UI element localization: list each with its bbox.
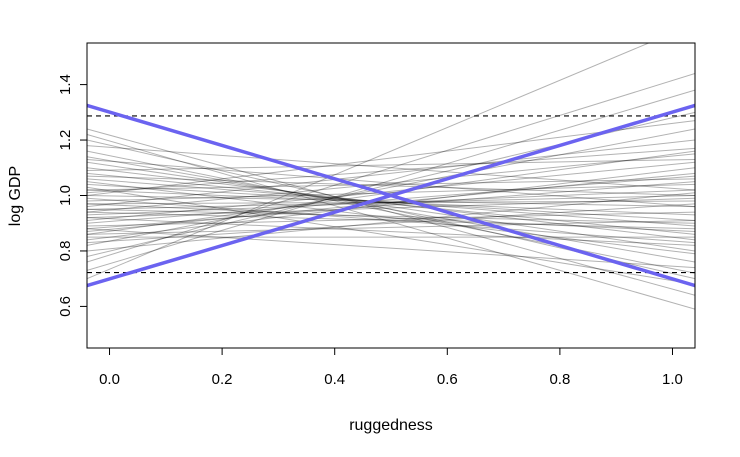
prior-line-20 — [87, 161, 695, 252]
y-tick-label: 1.2 — [57, 130, 74, 151]
y-tick-label: 0.8 — [57, 241, 74, 262]
prior-line-1 — [87, 73, 695, 263]
prior-line-18 — [87, 172, 695, 235]
prior-line-14 — [87, 197, 695, 219]
prior-line-38 — [87, 219, 695, 235]
prior-line-11 — [87, 200, 695, 205]
prior-line-29 — [87, 161, 695, 221]
x-tick-label: 0.4 — [324, 371, 345, 388]
reference-lines — [87, 115, 695, 274]
prior-line-49 — [87, 153, 695, 213]
prior-line-17 — [87, 178, 695, 227]
prior-line-13 — [87, 183, 695, 202]
prior-line-28 — [87, 172, 695, 233]
prior-line-19 — [87, 167, 695, 241]
prior-line-25 — [87, 134, 695, 310]
prior-line-42 — [87, 192, 695, 252]
highlight-lines — [87, 103, 695, 288]
prior-line-9 — [87, 189, 695, 216]
x-tick-label: 1.0 — [662, 371, 683, 388]
prior-line-37 — [87, 178, 695, 191]
prior-line-7 — [87, 175, 695, 224]
prior-line-34 — [87, 181, 695, 255]
y-tick-label: 0.6 — [57, 296, 74, 317]
prior-line-30 — [87, 139, 695, 208]
prior-line-4 — [87, 128, 695, 246]
y-axis-label: log GDP — [7, 166, 24, 226]
prior-line-0 — [87, 43, 651, 280]
y-tick-label: 1.0 — [57, 185, 74, 206]
prior-line-12 — [87, 195, 695, 208]
prior-line-22 — [87, 150, 695, 274]
prior-line-35 — [87, 145, 695, 191]
prior-line-2 — [87, 89, 695, 271]
y-tick-label: 1.4 — [57, 74, 74, 95]
prior-line-45 — [87, 217, 695, 246]
prior-line-43 — [87, 175, 695, 196]
prior-line-8 — [87, 181, 695, 230]
prior-line-6 — [87, 167, 695, 241]
prior-line-15 — [87, 189, 695, 216]
x-tick-label: 0.0 — [99, 371, 120, 388]
prior-line-31 — [87, 120, 695, 196]
prior-line-44 — [87, 203, 695, 233]
prior-line-16 — [87, 183, 695, 221]
prior-line-21 — [87, 156, 695, 263]
prior-line-24 — [87, 128, 695, 296]
prior-line-39 — [87, 208, 695, 224]
prior-lines — [87, 43, 695, 310]
y-axis: 0.6 0.8 1.0 1.2 1.4 — [57, 74, 88, 317]
x-tick-label: 0.6 — [437, 371, 458, 388]
prior-line-47 — [87, 228, 695, 269]
prior-line-27 — [87, 211, 695, 227]
prior-line-33 — [87, 197, 695, 244]
x-tick-label: 0.8 — [549, 371, 570, 388]
prior-line-40 — [87, 158, 695, 208]
prior-line-48 — [87, 186, 695, 285]
highlight-line-1 — [87, 103, 695, 288]
prior-line-5 — [87, 150, 695, 235]
prior-line-46 — [87, 147, 695, 194]
x-axis: 0.0 0.2 0.4 0.6 0.8 1.0 — [99, 347, 683, 388]
x-axis-label: ruggedness — [349, 417, 433, 434]
prior-line-10 — [87, 195, 695, 210]
prior-line-32 — [87, 211, 695, 230]
prior-line-36 — [87, 158, 695, 172]
x-tick-label: 0.2 — [212, 371, 233, 388]
prior-line-41 — [87, 203, 695, 244]
